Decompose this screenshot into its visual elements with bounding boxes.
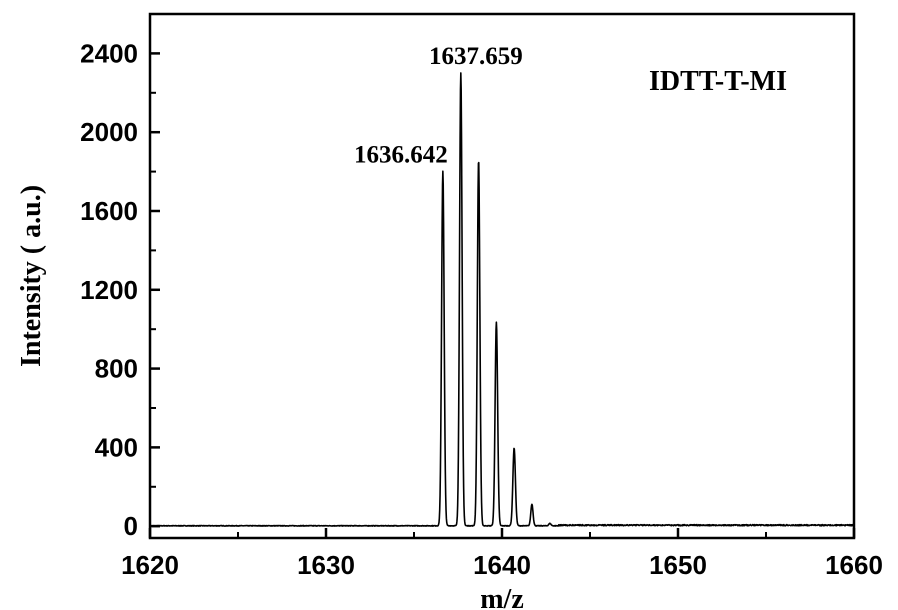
y-axis-ticks: 0 400 800 1200 1600 2000 2400	[80, 38, 160, 541]
peak-label: 1637.659	[429, 43, 523, 70]
x-tick-label: 1660	[825, 550, 883, 580]
y-tick-label: 1200	[80, 275, 138, 305]
x-tick-label: 1620	[121, 550, 179, 580]
y-tick-label: 400	[95, 432, 138, 462]
x-axis-ticks: 1620 1630 1640 1650 1660	[121, 528, 883, 580]
spectrum-line	[149, 72, 855, 527]
y-tick-label: 800	[95, 354, 138, 384]
peak-annotations: 1636.642 1637.659	[354, 43, 523, 168]
x-tick-label: 1640	[473, 550, 531, 580]
x-axis-title: m/z	[480, 584, 524, 610]
compound-label: IDTT-T-MI	[649, 66, 787, 97]
y-tick-label: 2400	[80, 38, 138, 68]
y-tick-label: 1600	[80, 196, 138, 226]
y-tick-label: 2000	[80, 117, 138, 147]
x-tick-label: 1650	[649, 550, 707, 580]
y-axis-title: Intensity ( a.u.)	[16, 185, 47, 367]
x-tick-label: 1630	[297, 550, 355, 580]
peak-label: 1636.642	[354, 142, 448, 169]
y-tick-label: 0	[124, 511, 138, 541]
